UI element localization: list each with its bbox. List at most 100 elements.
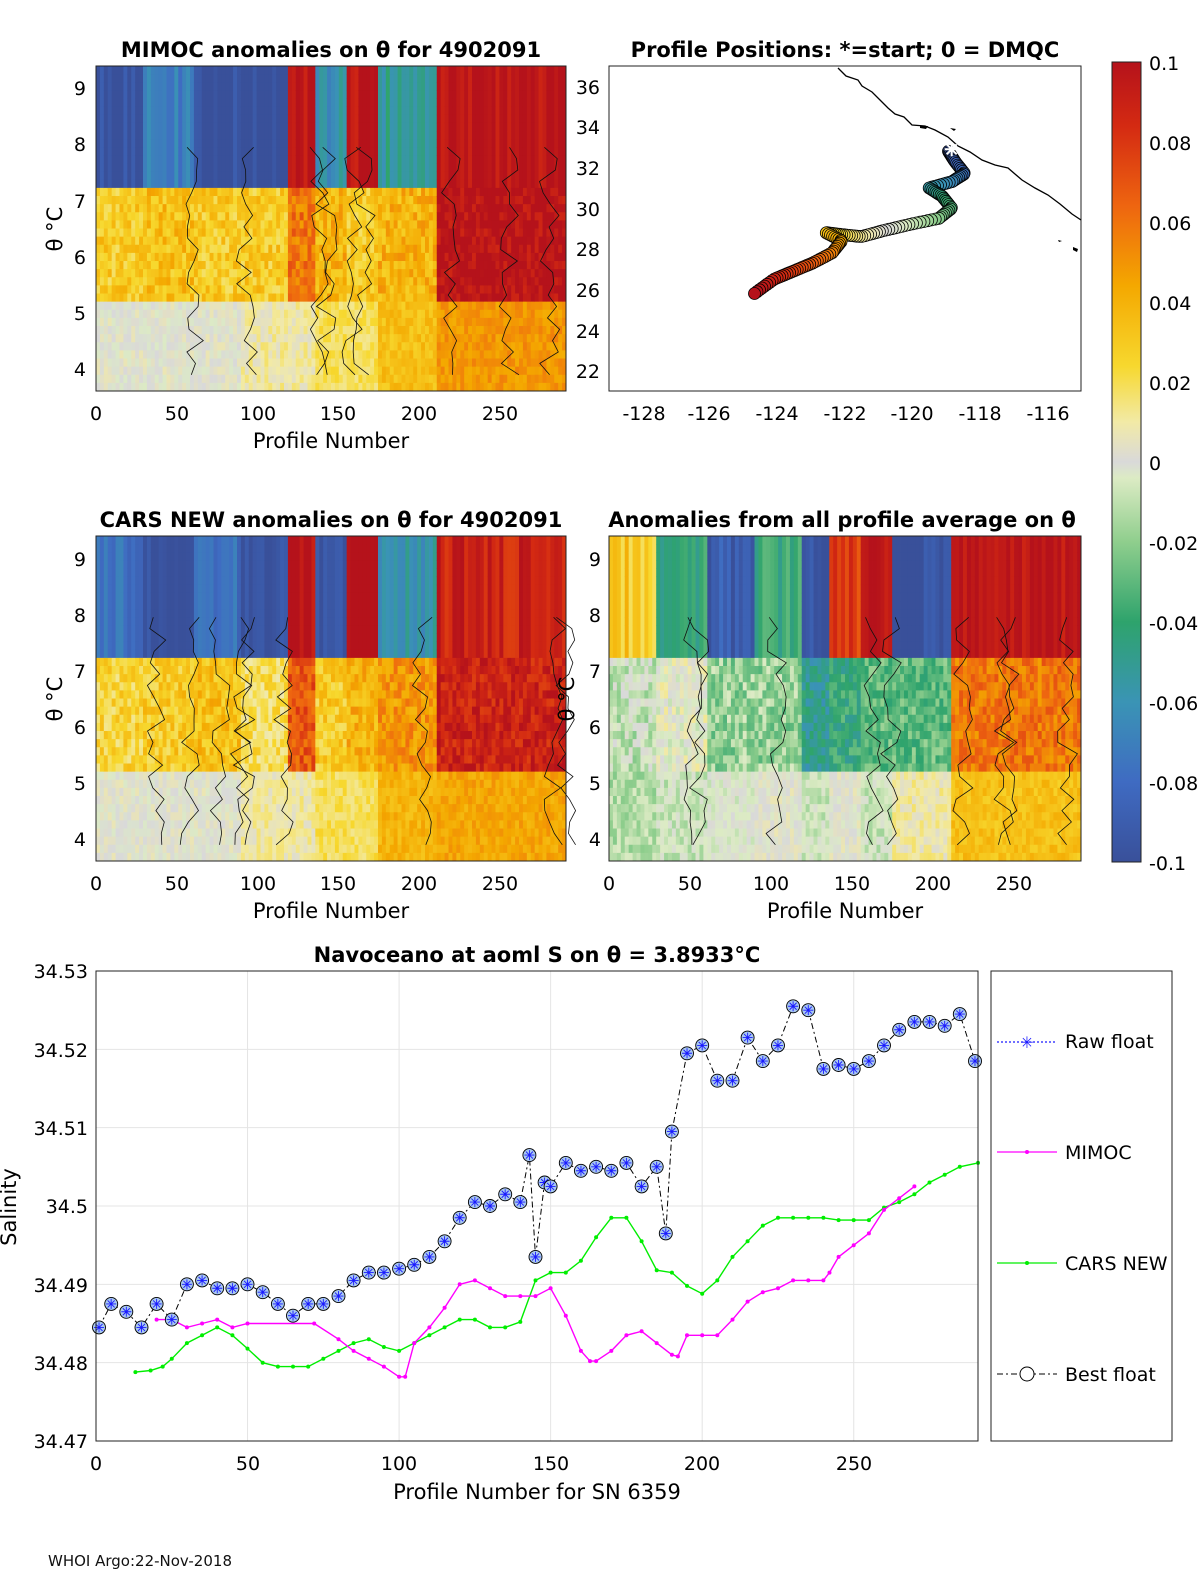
heatmap-cell (96, 358, 101, 368)
heatmap-cell (354, 98, 359, 108)
positions-panel: Profile Positions: *=start; 0 = DMQC 36 … (576, 38, 1082, 425)
heatmap-cell (193, 212, 199, 221)
heatmap-cell (362, 147, 367, 156)
heatmap-cell (393, 366, 398, 376)
heatmap-cell (397, 131, 402, 140)
heatmap-cell (287, 171, 293, 181)
heatmap-cell (233, 366, 238, 376)
heatmap-cell (389, 326, 395, 335)
heatmap-cell (233, 269, 238, 278)
heatmap-cell (182, 98, 187, 108)
heatmap-cell (154, 90, 160, 99)
heatmap-cell (268, 90, 273, 99)
heatmap-cell (260, 220, 265, 229)
heatmap-cell (428, 187, 434, 197)
heatmap-cell (448, 350, 453, 359)
heatmap-cell (260, 114, 265, 124)
heatmap-cell (432, 131, 438, 140)
heatmap-cell (526, 350, 532, 359)
heatmap-cell (515, 326, 520, 335)
heatmap-cell (139, 342, 144, 351)
heatmap-cell (135, 187, 140, 197)
heatmap-cell (315, 244, 320, 254)
heatmap-cell (299, 309, 304, 319)
heatmap-cell (217, 171, 222, 181)
heatmap-cell (166, 212, 171, 221)
heatmap-cell (432, 374, 438, 384)
heatmap-cell (389, 252, 395, 262)
heatmap-cell (479, 293, 485, 303)
heatmap-cell (299, 179, 304, 189)
heatmap-cell (272, 131, 277, 140)
heatmap-cell (186, 98, 191, 108)
heatmap-cell (182, 139, 187, 148)
heatmap-cell (240, 82, 246, 91)
heatmap-cell (499, 317, 504, 327)
mimoc-title: MIMOC anomalies on θ for 4902091 (121, 38, 541, 62)
heatmap-cell (319, 269, 324, 278)
heatmap-cell (225, 326, 230, 335)
heatmap-cell (393, 204, 398, 213)
heatmap-cell (197, 236, 203, 246)
heatmap-cell (99, 358, 105, 368)
heatmap-cell (276, 82, 281, 91)
heatmap-cell (495, 366, 500, 376)
heatmap-cell (158, 114, 163, 124)
mimoc-yticks: 9 8 7 6 5 4 (74, 78, 86, 381)
heatmap-cell (178, 285, 183, 294)
heatmap-cell (554, 293, 559, 303)
heatmap-cell (381, 293, 387, 303)
heatmap-cell (197, 131, 203, 140)
heatmap-cell (217, 285, 222, 294)
heatmap-cell (135, 171, 140, 181)
heatmap-cell (229, 269, 234, 278)
heatmap-cell (342, 98, 348, 108)
heatmap-cell (264, 171, 269, 181)
heatmap-cell (115, 187, 120, 197)
mimoc-xlabel: Profile Number (253, 429, 410, 453)
heatmap-cell (440, 212, 445, 221)
heatmap-cell (393, 334, 398, 343)
heatmap-cell (428, 122, 434, 132)
heatmap-cell (166, 204, 171, 213)
heatmap-cell (323, 342, 328, 351)
heatmap-cell (139, 106, 144, 116)
heatmap-cell (248, 171, 254, 181)
heatmap-cell (193, 309, 199, 319)
heatmap-cell (107, 187, 113, 197)
heatmap-cell (221, 309, 226, 319)
heatmap-cell (475, 358, 481, 368)
heatmap-cell (103, 374, 109, 384)
heatmap-cell (291, 114, 297, 124)
heatmap-cell (287, 285, 293, 294)
heatmap-cell (111, 317, 116, 327)
heatmap-cell (374, 163, 379, 173)
heatmap-cell (475, 252, 481, 262)
heatmap-cell (291, 163, 297, 173)
heatmap-cell (448, 122, 453, 132)
heatmap-cell (460, 171, 465, 181)
heatmap-cell (558, 236, 563, 246)
heatmap-cell (425, 187, 430, 197)
heatmap-cell (397, 301, 402, 311)
heatmap-cell (499, 269, 504, 278)
heatmap-cell (303, 187, 308, 197)
heatmap-cell (190, 82, 195, 91)
heatmap-cell (166, 220, 171, 229)
heatmap-cell (139, 139, 144, 148)
heatmap-cell (225, 261, 230, 270)
heatmap-cell (240, 106, 246, 116)
heatmap-cell (436, 285, 442, 294)
heatmap-cell (444, 326, 449, 335)
heatmap-cell (111, 90, 116, 99)
heatmap-cell (268, 212, 273, 221)
heatmap-cell (115, 277, 120, 286)
heatmap-cell (311, 196, 316, 205)
heatmap-cell (472, 147, 477, 156)
heatmap-cell (193, 122, 199, 132)
heatmap-cell (323, 220, 328, 229)
heatmap-cell (468, 269, 473, 278)
heatmap-cell (405, 204, 410, 213)
heatmap-cell (436, 220, 442, 229)
heatmap-cell (99, 382, 105, 392)
